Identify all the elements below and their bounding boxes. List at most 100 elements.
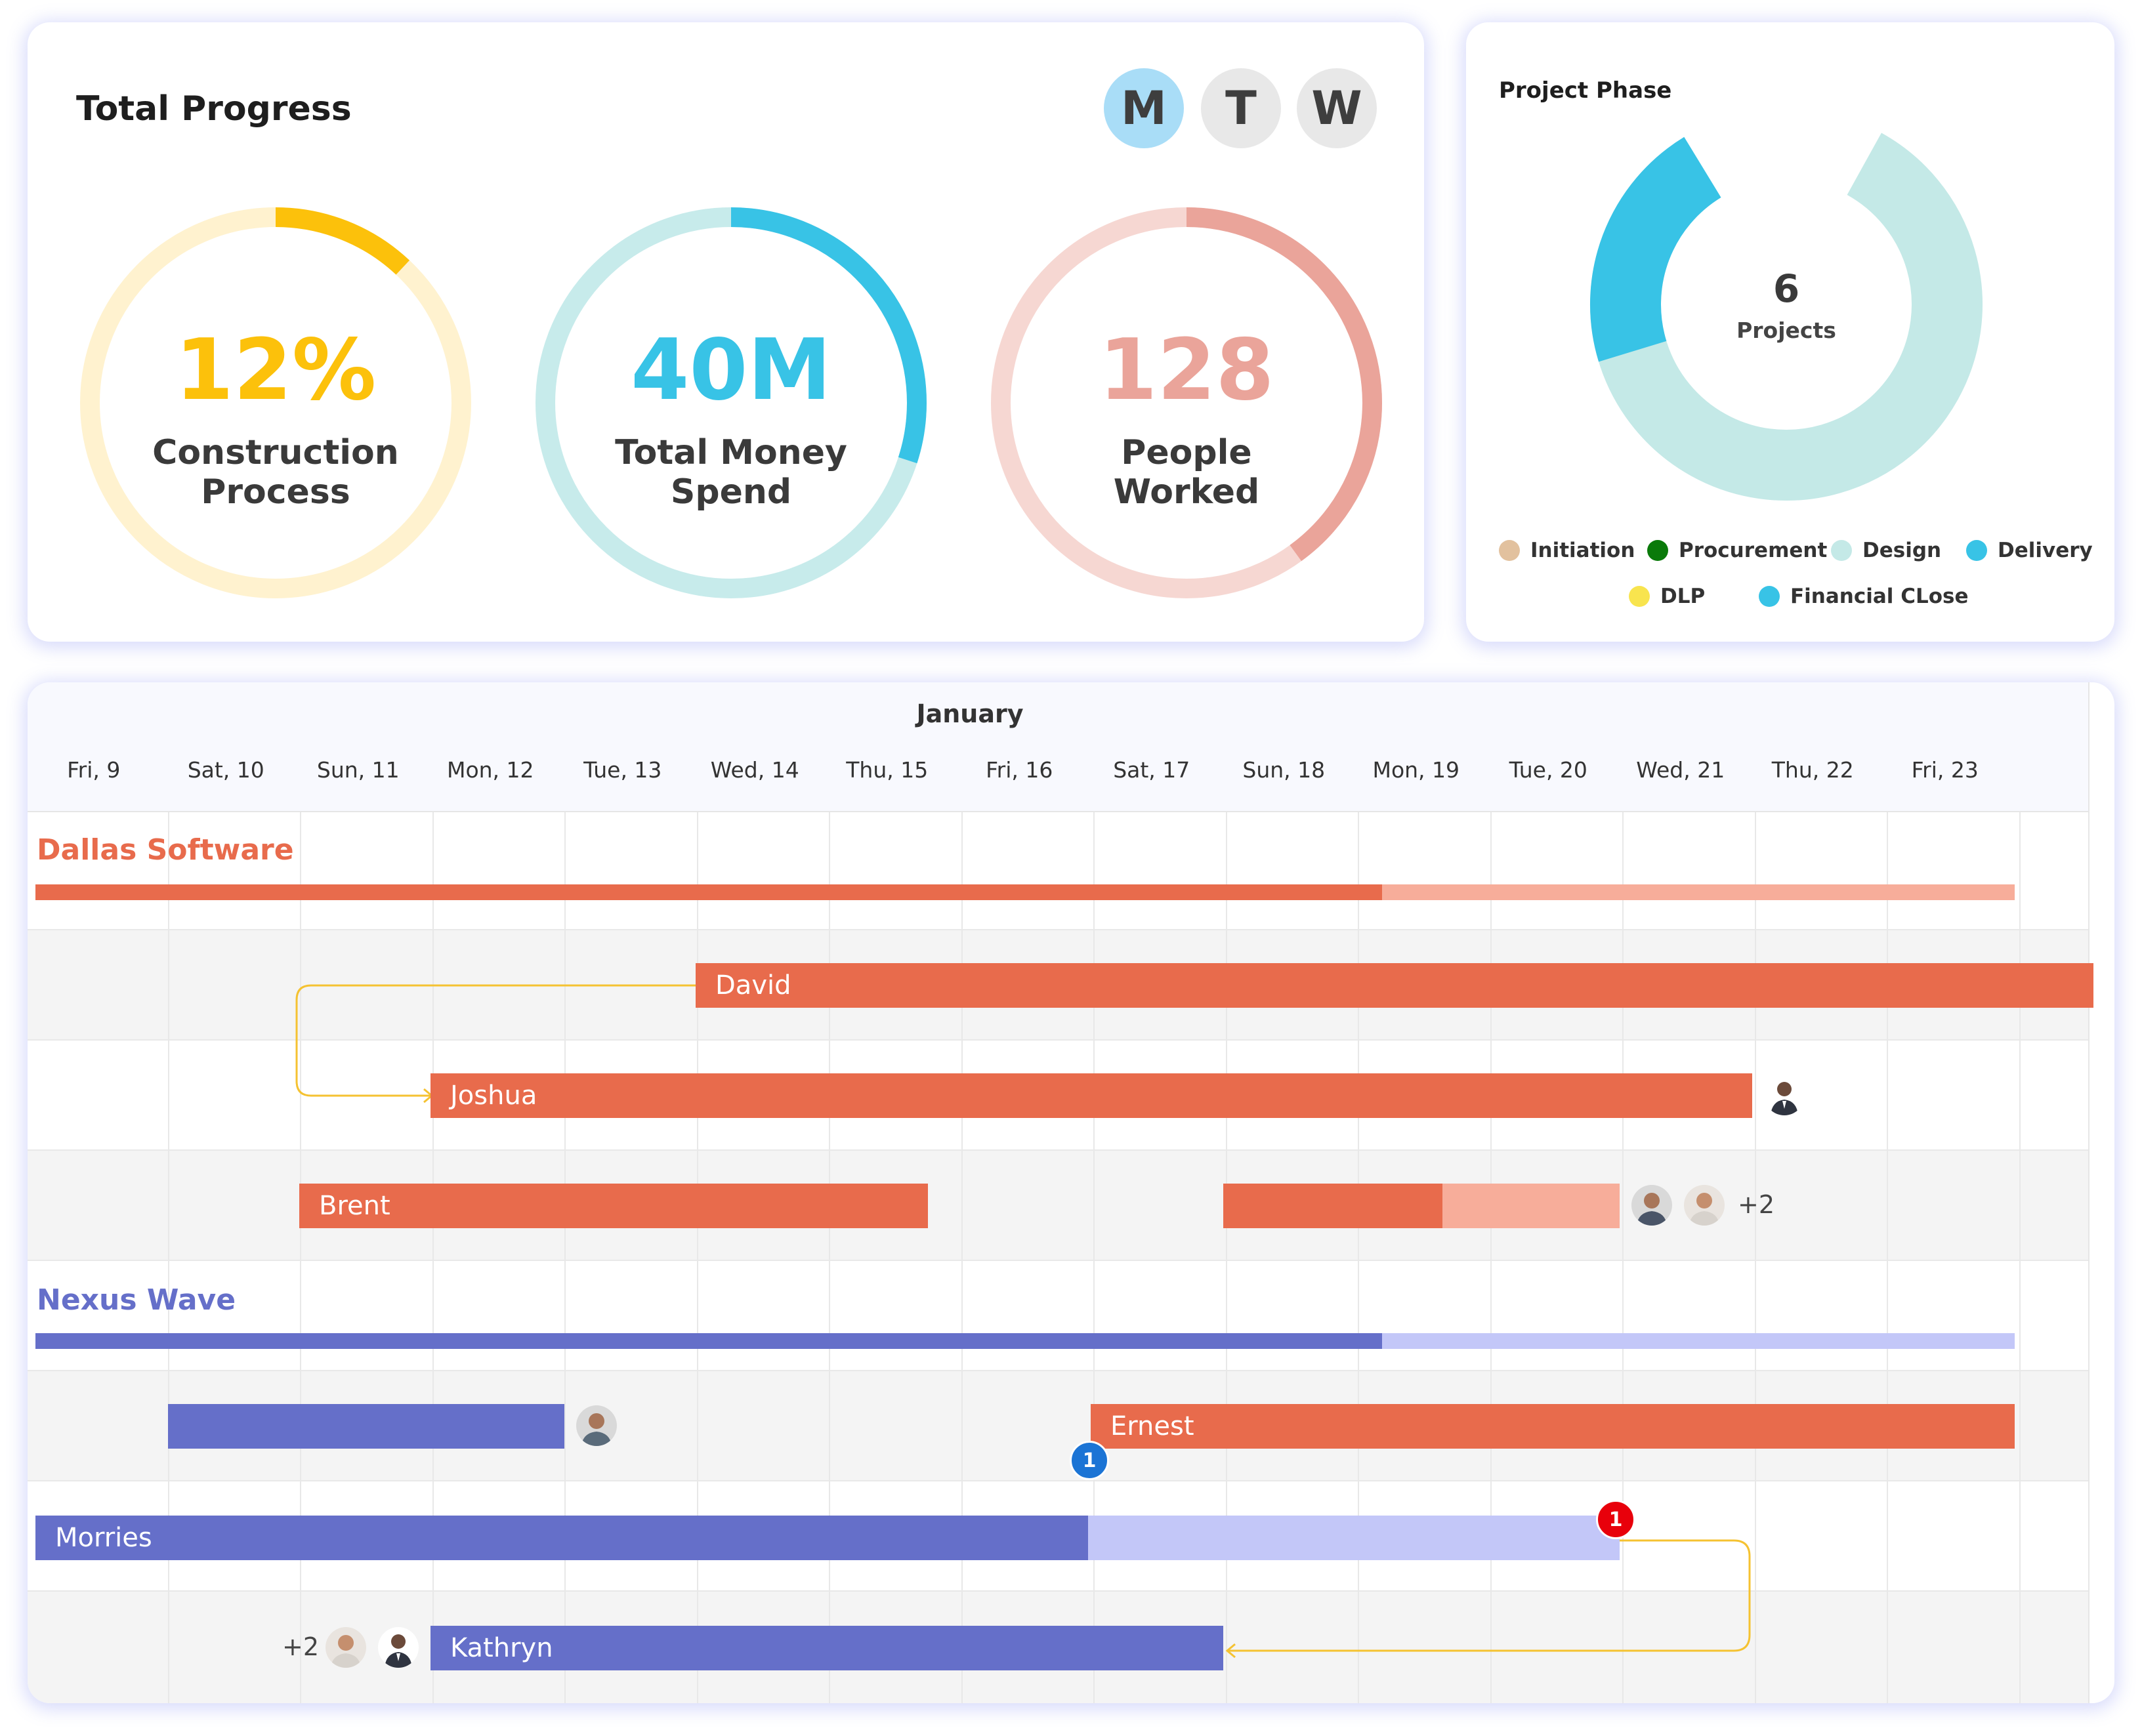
project-phase-title: Project Phase	[1499, 77, 1672, 104]
day-toggle-tuesday[interactable]: T	[1201, 68, 1281, 148]
project-phase-card: Project Phase 6 Projects Initiation Proc…	[1466, 22, 2114, 642]
legend-dlp[interactable]: DLP	[1629, 585, 1705, 608]
project-count: 6	[1773, 266, 1800, 311]
grid-column-line	[1887, 811, 1888, 1703]
task-bar-morries-remaining[interactable]	[1088, 1516, 1620, 1560]
day-label: Fri, 23	[1911, 757, 1979, 783]
grid-column-line	[961, 811, 963, 1703]
task-bar-brent-second-done[interactable]	[1223, 1184, 1442, 1228]
day-label: Sun, 11	[316, 757, 400, 783]
task-bar-unnamed[interactable]	[168, 1404, 564, 1449]
people-label-line2: Worked	[1113, 472, 1260, 512]
ring-progress-arc	[80, 207, 471, 598]
gantt-header: January Fri, 9 Sat, 10 Sun, 11 Mon, 12 Tue, …	[28, 682, 2088, 812]
legend-initiation[interactable]: Initiation	[1499, 539, 1635, 562]
grid-column-line	[1093, 811, 1095, 1703]
task-bar-brent[interactable]: Brent	[299, 1184, 928, 1228]
task-bar-joshua[interactable]: Joshua	[430, 1073, 1752, 1118]
person-icon	[331, 1635, 361, 1668]
grid-column-line	[1754, 811, 1756, 1703]
gantt-right-border	[2088, 682, 2090, 1703]
grid-column-line	[1622, 811, 1624, 1703]
notification-badge-morries[interactable]: 1	[1596, 1500, 1635, 1539]
legend-label: Initiation	[1530, 539, 1635, 562]
day-label: Tue, 20	[1509, 757, 1587, 783]
grid-column-line	[1225, 811, 1227, 1703]
people-worked-ring: 128 People Worked	[983, 199, 1390, 606]
project-phase-donut: 6 Projects	[1583, 101, 1990, 508]
person-icon	[1771, 1082, 1798, 1115]
avatar-kathryn-1[interactable]	[326, 1627, 366, 1668]
dallas-progress-remaining	[1382, 884, 2015, 900]
task-bar-david[interactable]: David	[696, 963, 2093, 1008]
day-label: Mon, 12	[446, 757, 534, 783]
task-bar-morries[interactable]: Morries	[35, 1516, 1088, 1560]
notification-badge-ernest[interactable]: 1	[1070, 1441, 1109, 1480]
extra-assignees-kathryn[interactable]: +2	[282, 1632, 320, 1661]
grid-column-line	[2019, 811, 2021, 1703]
legend-procurement[interactable]: Procurement	[1647, 539, 1827, 562]
link-morries-kathryn	[1227, 1539, 1751, 1652]
donut-segment-delivery[interactable]	[1586, 104, 1987, 505]
legend-design[interactable]: Design	[1831, 539, 1941, 562]
legend-label: Financial CLose	[1790, 585, 1969, 608]
avatar-brent-1[interactable]	[1631, 1185, 1672, 1226]
task-bar-brent-second-remaining[interactable]	[1442, 1184, 1620, 1228]
grid-row-line	[28, 1260, 2088, 1261]
day-label: Tue, 13	[583, 757, 662, 783]
gantt-timeline-card: January Fri, 9 Sat, 10 Sun, 11 Mon, 12 Tue, …	[28, 682, 2114, 1703]
money-label-line1: Total Money	[615, 433, 847, 472]
day-toggle-wednesday[interactable]: W	[1297, 68, 1377, 148]
person-icon	[1637, 1193, 1667, 1226]
grid-column-line	[1490, 811, 1492, 1703]
day-label: Fri, 16	[986, 757, 1053, 783]
construction-progress-ring: 12% Construction Process	[72, 199, 479, 606]
task-bar-ernest[interactable]: Ernest	[1091, 1404, 2015, 1449]
construction-label-line2: Process	[201, 472, 350, 512]
extra-assignees-brent[interactable]: +2	[1738, 1190, 1775, 1219]
ring-progress-arc	[991, 207, 1382, 598]
legend-delivery[interactable]: Delivery	[1966, 539, 2093, 562]
money-label: Total Money Spend	[587, 433, 875, 512]
group-dallas-software[interactable]: Dallas Software	[37, 833, 294, 867]
project-count-label: Projects	[1736, 318, 1836, 343]
nexus-progress-remaining	[1382, 1333, 2015, 1349]
grid-row-line	[28, 1370, 2088, 1371]
money-label-line2: Spend	[670, 472, 792, 512]
day-label: Wed, 14	[710, 757, 799, 783]
grid-column-line	[1358, 811, 1359, 1703]
total-progress-title: Total Progress	[76, 89, 352, 129]
link-arrow-kathryn	[1225, 1643, 1236, 1659]
legend-financial-close[interactable]: Financial CLose	[1759, 585, 1968, 608]
avatar-task-unnamed[interactable]	[576, 1405, 617, 1446]
group-nexus-wave[interactable]: Nexus Wave	[37, 1283, 236, 1317]
day-label: Sat, 17	[1113, 757, 1190, 783]
avatar-kathryn-2[interactable]	[378, 1627, 419, 1668]
grid-column-line	[564, 811, 566, 1703]
grid-column-line	[167, 811, 169, 1703]
nexus-progress-done	[35, 1333, 1382, 1349]
day-label: Thu, 22	[1771, 757, 1854, 783]
grid-column-line	[432, 811, 434, 1703]
day-toggle-monday[interactable]: M	[1104, 68, 1184, 148]
task-bar-kathryn[interactable]: Kathryn	[430, 1626, 1223, 1670]
legend-dot	[1629, 586, 1650, 607]
legend-dot	[1647, 540, 1668, 561]
person-icon	[581, 1413, 612, 1446]
people-label-line1: People	[1121, 433, 1252, 472]
grid-column-line	[300, 811, 301, 1703]
person-icon	[1689, 1193, 1719, 1226]
total-progress-card: Total Progress M T W 12% Construction Pr…	[28, 22, 1424, 642]
day-label: Fri, 9	[67, 757, 121, 783]
legend-dot	[1831, 540, 1852, 561]
grid-column-line	[829, 811, 830, 1703]
legend-label: Design	[1862, 539, 1942, 562]
avatar-joshua[interactable]	[1764, 1075, 1805, 1115]
legend-label: DLP	[1660, 585, 1706, 608]
dallas-progress-done	[35, 884, 1382, 900]
avatar-brent-2[interactable]	[1684, 1185, 1725, 1226]
money-spend-ring: 40M Total Money Spend	[528, 199, 934, 606]
person-icon	[385, 1634, 412, 1668]
construction-label: Construction Process	[131, 433, 420, 512]
day-label: Sat, 10	[187, 757, 264, 783]
